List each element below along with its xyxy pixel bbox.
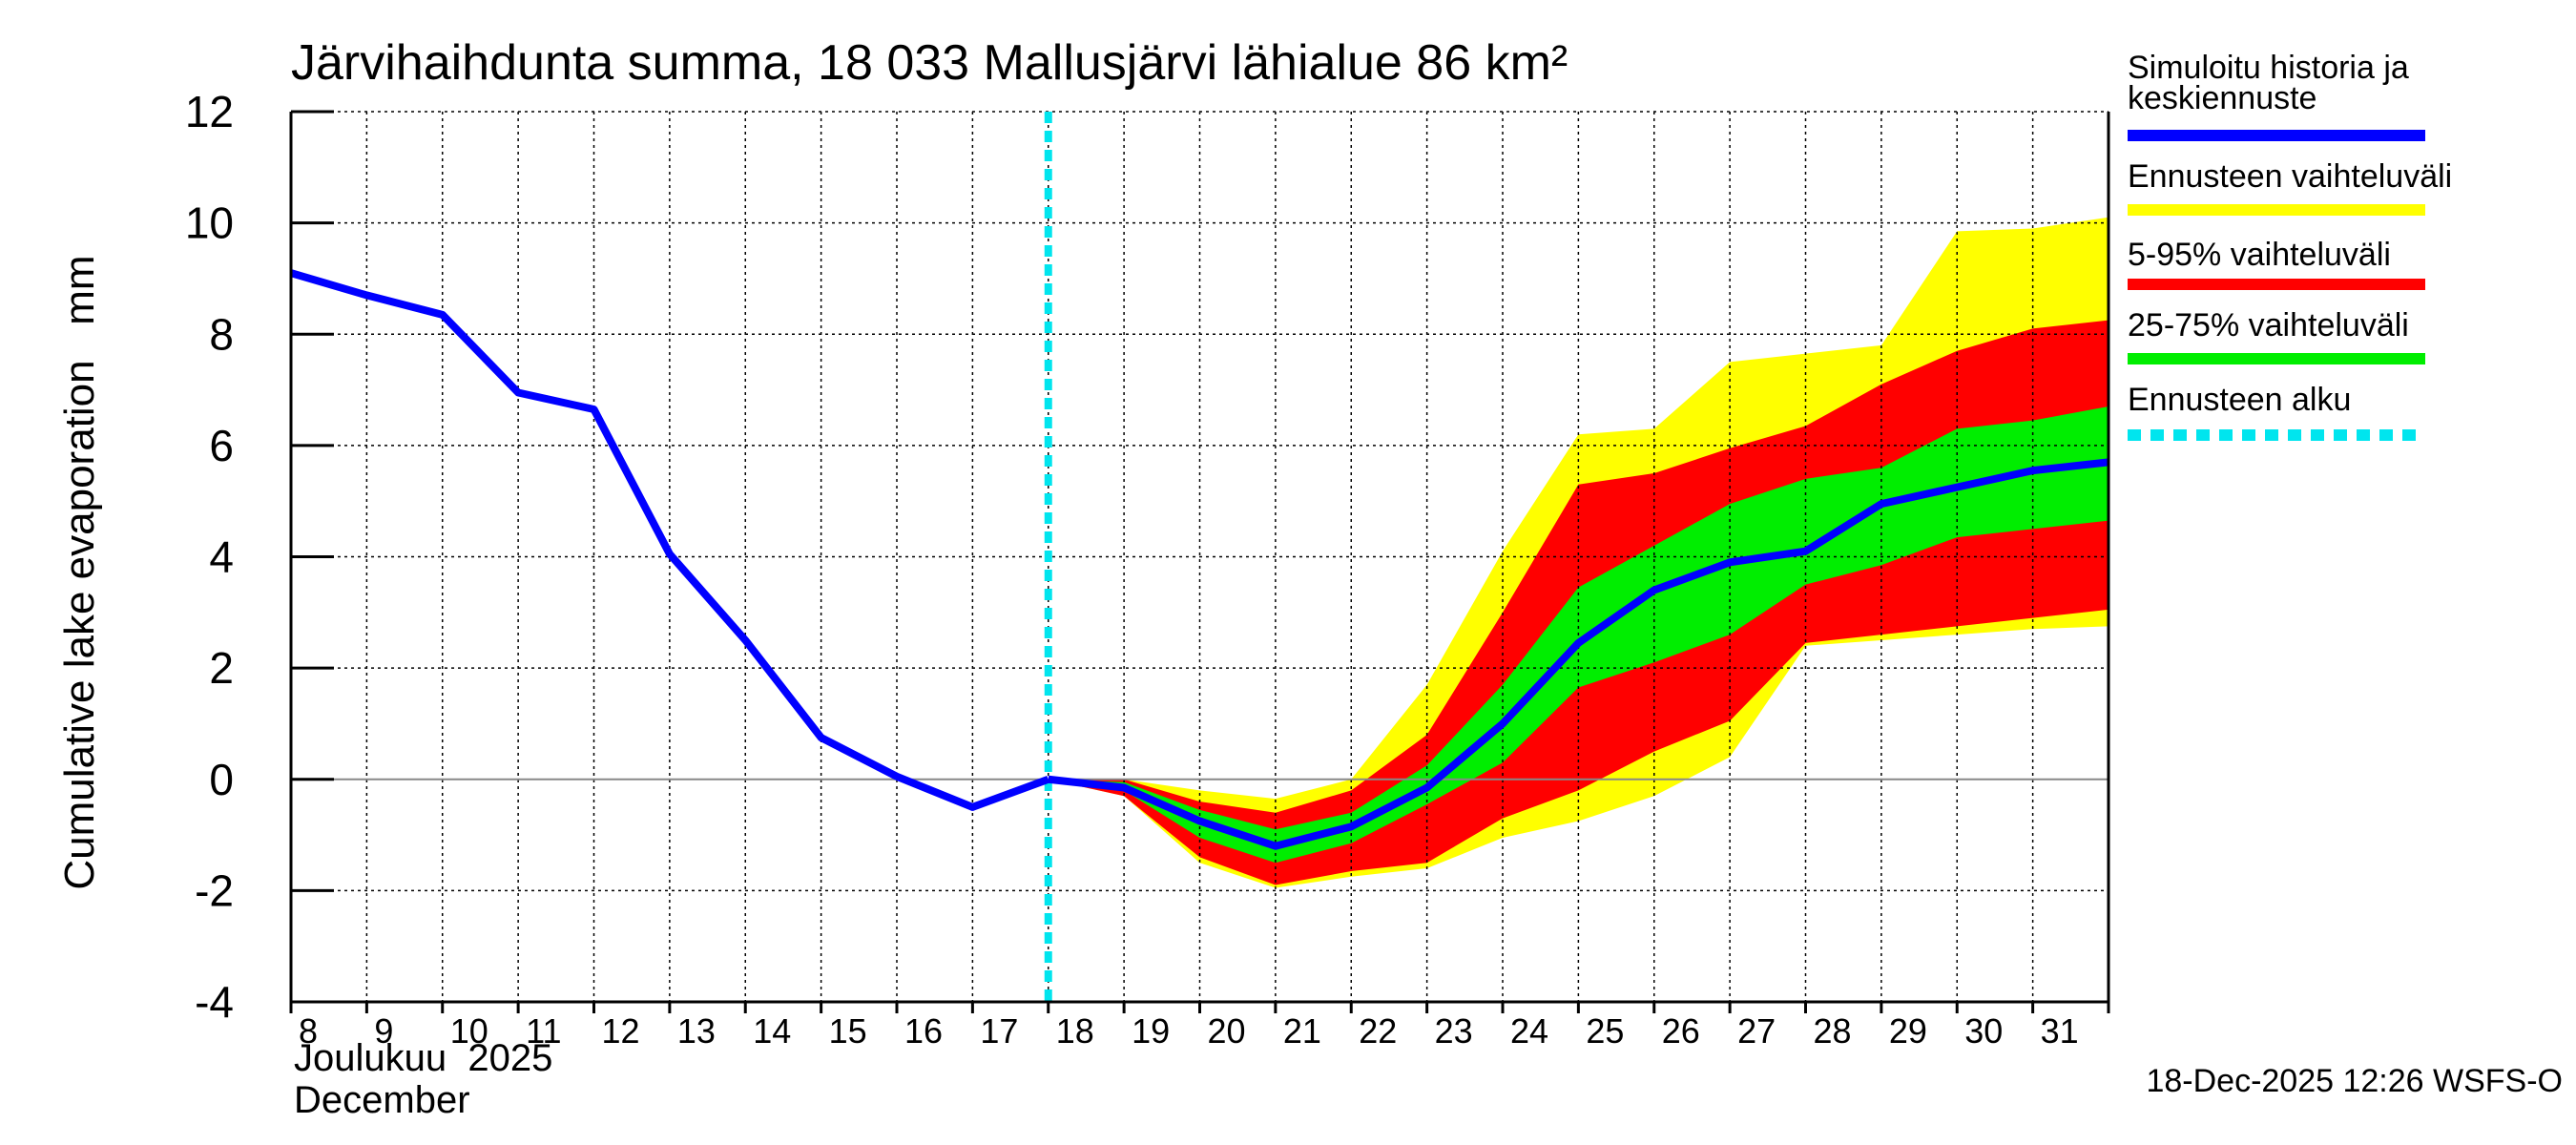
x-tick-label: 19 [1132, 1011, 1170, 1051]
y-tick-label: 0 [209, 755, 234, 804]
timestamp: 18-Dec-2025 12:26 WSFS-O [2146, 1063, 2563, 1099]
x-tick-label: 8 [299, 1011, 318, 1051]
x-tick-label: 14 [753, 1011, 791, 1051]
x-tick-label: 31 [2041, 1011, 2079, 1051]
x-tick-label: 18 [1056, 1011, 1094, 1051]
history-line [289, 269, 1050, 811]
y-tick-label: 12 [185, 87, 234, 136]
series-lines [289, 112, 2109, 1002]
legend-label: 5-95% vaihteluväli [2128, 237, 2391, 273]
x-axis-month-label-en: December [294, 1079, 470, 1121]
x-tick-label: 28 [1814, 1011, 1852, 1051]
x-tick-label: 25 [1586, 1011, 1624, 1051]
x-tick-label: 17 [980, 1011, 1018, 1051]
legend-label: 25-75% vaihteluväli [2128, 307, 2409, 344]
y-tick-label: 2 [209, 643, 234, 693]
x-tick-label: 27 [1737, 1011, 1776, 1051]
y-tick-label: 10 [185, 198, 234, 248]
x-tick-label: 16 [904, 1011, 943, 1051]
y-axis-label: Cumulative lake evaporation mm [56, 255, 103, 889]
x-tick-label: 13 [677, 1011, 716, 1051]
legend-label-history: Simuloitu historia ja [2128, 50, 2409, 86]
x-tick-label: 29 [1889, 1011, 1927, 1051]
y-tick-label: -4 [195, 977, 234, 1027]
x-tick-label: 30 [1964, 1011, 2003, 1051]
chart-title: Järvihaihdunta summa, 18 033 Mallusjärvi… [291, 35, 1568, 91]
x-tick-label: 26 [1662, 1011, 1700, 1051]
legend-label-history-cont: keskiennuste [2128, 80, 2316, 116]
x-axis-month-label: Joulukuu 2025 [294, 1037, 552, 1079]
x-tick-label: 24 [1510, 1011, 1548, 1051]
legend-label: Ennusteen alku [2128, 382, 2351, 418]
x-tick-label: 21 [1283, 1011, 1321, 1051]
median-forecast-line [1048, 458, 2109, 850]
legend-label: Ennusteen vaihteluväli [2128, 158, 2452, 195]
x-tick-label: 10 [450, 1011, 488, 1051]
x-tick-label: 22 [1359, 1011, 1397, 1051]
x-tick-label: 11 [526, 1011, 561, 1051]
x-tick-label: 23 [1435, 1011, 1473, 1051]
x-tick-label: 12 [602, 1011, 640, 1051]
x-tick-label: 20 [1208, 1011, 1246, 1051]
grid-lines [290, 111, 2109, 1003]
y-tick-label: 6 [209, 421, 234, 470]
x-tick-label: 9 [374, 1011, 393, 1051]
y-tick-label: 4 [209, 532, 234, 582]
y-tick-label: -2 [195, 865, 234, 915]
y-tick-label: 8 [209, 309, 234, 359]
x-tick-label: 15 [829, 1011, 867, 1051]
